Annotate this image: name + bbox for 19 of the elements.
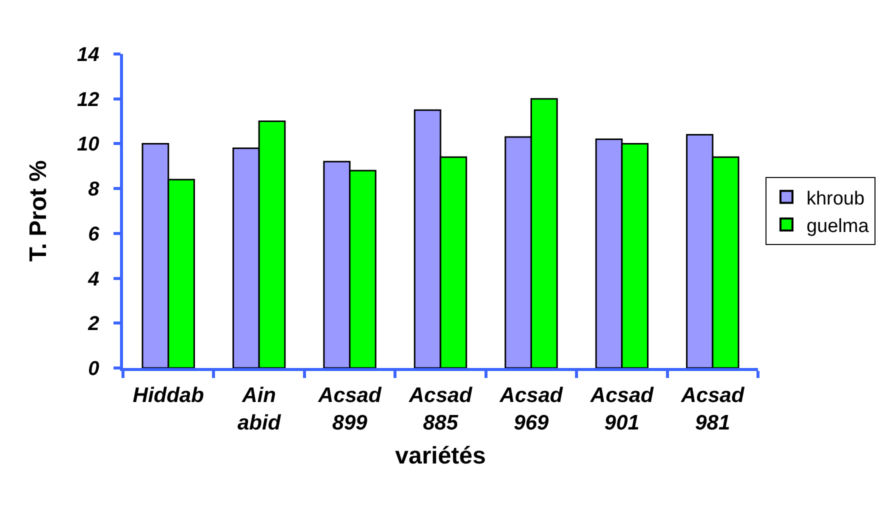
x-tick-label: Ain abid	[237, 384, 282, 434]
y-axis-title: T. Prot %	[25, 160, 52, 262]
y-tick-label: 8	[88, 178, 100, 201]
y-tick-label: 2	[87, 313, 100, 336]
legend-label: khroub	[806, 188, 865, 210]
y-tick-label: 14	[77, 44, 100, 66]
x-tick-label: Acsad 901	[589, 384, 655, 434]
x-tick-label: Hiddab	[132, 384, 204, 407]
y-tick-label: 0	[88, 358, 100, 380]
y-tick-label: 6	[88, 223, 100, 246]
y-tick-label: 12	[77, 88, 100, 111]
x-tick-label: Acsad 969	[498, 384, 564, 434]
legend-label: guelma	[806, 216, 870, 237]
x-tick-label: Acsad 899	[317, 384, 382, 434]
x-axis-title: variétés	[395, 442, 486, 470]
y-tick-label: 4	[87, 268, 100, 290]
y-tick-label: 10	[77, 134, 100, 156]
x-tick-label: Acsad 885	[408, 384, 474, 434]
x-tick-label: Acsad 981	[680, 384, 746, 434]
